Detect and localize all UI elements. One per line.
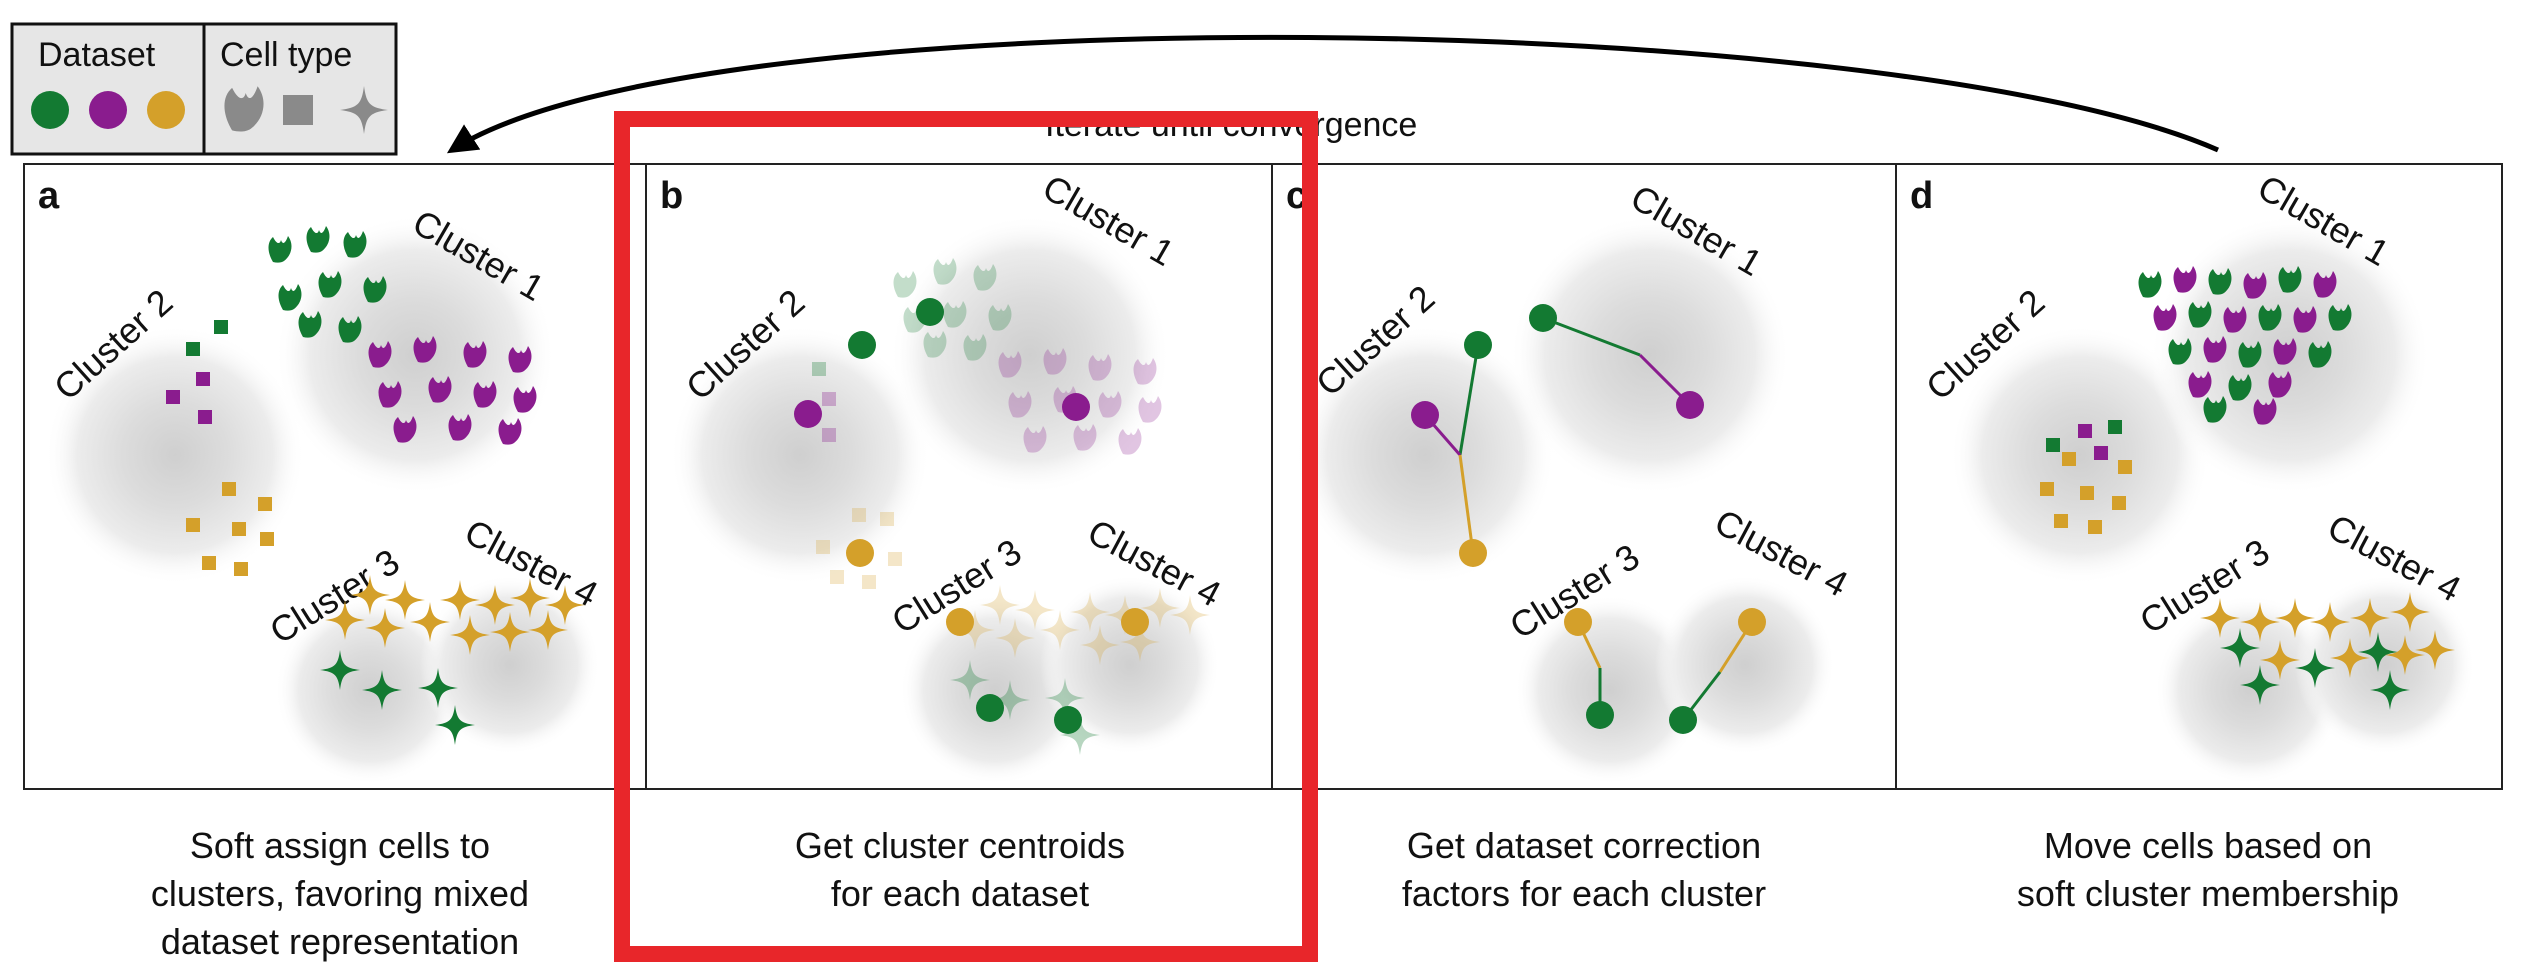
panel-b-caption: Get cluster centroids for each dataset (794, 825, 1126, 914)
legend: Dataset Cell type (10, 22, 398, 156)
panels-frame (23, 163, 2503, 790)
panel-c-caption: Get dataset correction factors for each … (1401, 825, 1767, 914)
panel-a: Cluster 1 Cluster 2 Cluster 3 Cluster 4 (45, 201, 605, 785)
panel-d: Cluster 1 Cluster 2 Cluster 3 Cluster 4 (1918, 166, 2475, 785)
legend-celltype-title: Cell type (220, 36, 352, 74)
panel-b-letter: b (660, 175, 683, 217)
panel-a-caption: Soft assign cells to clusters, favoring … (150, 825, 530, 962)
panel-c: Cluster 1 Cluster 2 Cluster 3 Cluster 4 (1295, 176, 1855, 785)
panel-d-caption: Move cells based on soft cluster members… (2016, 825, 2400, 914)
square-cell-icon (283, 95, 313, 125)
dataset-green-swatch (31, 91, 69, 129)
highlight-box (614, 111, 1318, 962)
panel-d-letter: d (1910, 175, 1933, 217)
legend-dataset-title: Dataset (38, 36, 156, 74)
dataset-purple-swatch (89, 91, 127, 129)
iterate-arrow (446, 34, 2220, 154)
dataset-gold-swatch (147, 91, 185, 129)
panel-c-letter: c (1286, 175, 1307, 217)
panel-a-letter: a (38, 175, 60, 217)
panel-b: Cluster 1 Cluster 2 Cluster 3 Cluster 4 (670, 166, 1228, 785)
